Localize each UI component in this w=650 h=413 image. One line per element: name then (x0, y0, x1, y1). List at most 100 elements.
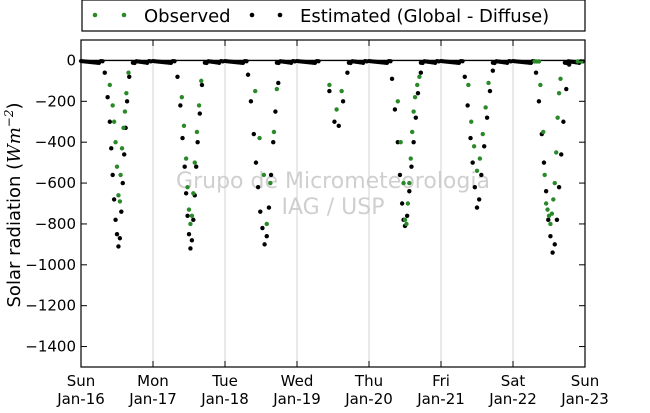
estimated-point (175, 74, 180, 79)
estimated-point (484, 115, 490, 120)
estimated-point (479, 172, 484, 178)
estimated-point (273, 109, 278, 114)
observed-point (552, 180, 557, 186)
legend-box (81, 0, 586, 32)
observed-point (119, 146, 125, 151)
estimated-point (185, 213, 190, 218)
estimated-point (407, 189, 412, 194)
estimated-point (327, 88, 332, 94)
estimated-point (561, 119, 566, 124)
legend-label: Observed (144, 6, 231, 27)
estimated-point (110, 172, 115, 178)
estimated-point (251, 131, 256, 137)
estimated-point (397, 172, 403, 178)
estimated-point (186, 231, 192, 237)
observed-point (121, 125, 126, 131)
observed-point (549, 211, 555, 216)
watermark-line: Grupo de Micrometeorologia (176, 169, 490, 194)
observed-point (408, 156, 413, 161)
estimated-point (541, 160, 547, 165)
observed-point (116, 193, 121, 198)
estimated-point (550, 250, 555, 255)
estimated-point (111, 197, 117, 202)
observed-point (194, 129, 200, 135)
estimated-point (195, 139, 200, 145)
estimated-point (188, 246, 193, 251)
observed-point (477, 156, 483, 161)
estimated-point (465, 103, 470, 108)
estimated-point (102, 70, 107, 75)
observed-point (558, 76, 563, 82)
observed-point (257, 135, 262, 141)
observed-point (402, 217, 408, 223)
y-tick-label: −1400 (25, 338, 76, 356)
observed-point (189, 213, 195, 218)
estimated-point (392, 107, 398, 112)
estimated-point (120, 180, 125, 186)
observed-point (181, 123, 187, 129)
observed-point (483, 105, 488, 110)
observed-point (466, 82, 471, 88)
observed-point (575, 59, 580, 64)
y-tick-label: −200 (35, 92, 76, 110)
x-tick-label-date: Jan-17 (128, 390, 177, 408)
estimated-point (260, 225, 265, 231)
observed-point (261, 172, 267, 178)
estimated-point (182, 164, 187, 169)
estimated-point (546, 217, 551, 223)
observed-point (122, 109, 128, 114)
svg-text:Solar radiation (Wm−2): Solar radiation (Wm−2) (2, 102, 25, 307)
estimated-point (332, 119, 337, 124)
estimated-point (248, 99, 254, 104)
observed-point (192, 160, 197, 165)
observed-point (579, 59, 584, 64)
observed-point (110, 103, 115, 108)
observed-point (253, 88, 258, 94)
observed-point (404, 221, 409, 227)
estimated-point (556, 184, 562, 190)
estimated-point (245, 72, 251, 77)
estimated-point (533, 70, 539, 75)
observed-point (474, 168, 480, 173)
estimated-point (415, 90, 421, 96)
x-tick-label-date: Jan-16 (56, 390, 105, 408)
observed-point (126, 70, 131, 75)
estimated-point (345, 70, 350, 75)
legend-label: Estimated (Global - Diffuse) (300, 6, 549, 27)
estimated-point (178, 103, 183, 108)
observed-point (111, 119, 117, 124)
estimated-point (554, 217, 560, 223)
observed-point (405, 201, 411, 206)
estimated-point (566, 62, 572, 67)
estimated-point (189, 238, 195, 243)
estimated-point (180, 135, 185, 141)
estimated-point (468, 135, 473, 141)
estimated-point (100, 59, 105, 64)
estimated-point (114, 231, 120, 237)
x-tick-label-day: Sun (67, 372, 96, 390)
estimated-point (197, 111, 202, 116)
estimated-point (418, 70, 424, 75)
estimated-point (258, 209, 263, 214)
observed-point (274, 86, 280, 92)
y-axis-label-exponent: −2 (2, 110, 16, 128)
estimated-point (191, 217, 196, 223)
observed-point (545, 207, 550, 212)
x-axis: SunJan-16MonJan-17TueJan-18WedJan-19ThuJ… (56, 40, 609, 408)
y-tick-label: −800 (35, 215, 76, 233)
y-tick-label: −1200 (25, 297, 76, 315)
estimated-point (389, 76, 395, 82)
x-tick-label-date: Jan-23 (560, 390, 609, 408)
x-tick-label-day: Sun (571, 372, 600, 390)
x-tick-label-day: Fri (432, 372, 450, 390)
observed-point (536, 59, 542, 64)
observed-point (124, 90, 129, 96)
x-tick-label-day: Tue (211, 372, 238, 390)
x-tick-label-date: Jan-21 (416, 390, 465, 408)
estimated-point (255, 184, 261, 190)
observed-point (548, 221, 553, 227)
plot-frame (80, 39, 586, 368)
data-points (78, 58, 585, 255)
observed-point (113, 139, 118, 145)
